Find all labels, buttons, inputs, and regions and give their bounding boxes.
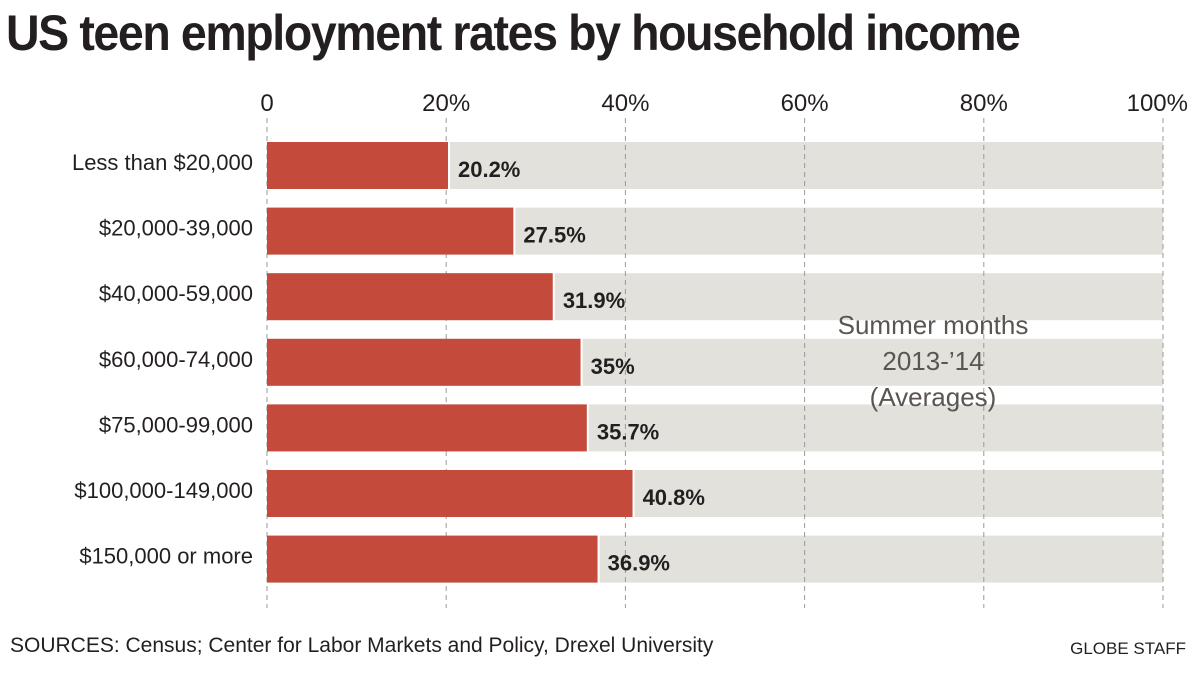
value-label: 36.9%: [608, 551, 670, 576]
bar: [267, 535, 598, 583]
x-tick-label: 40%: [601, 90, 649, 117]
category-label: Less than $20,000: [72, 150, 253, 175]
category-label: $60,000-74,000: [99, 347, 253, 372]
value-label: 35%: [591, 354, 635, 379]
value-label: 31.9%: [563, 288, 625, 313]
value-label: 40.8%: [643, 485, 705, 510]
bars: [267, 142, 635, 583]
x-tick-label: 20%: [422, 90, 470, 117]
annotation: Summer months 2013-’14 (Averages): [838, 310, 1029, 412]
chart-title: US teen employment rates by household in…: [6, 5, 1021, 61]
bar: [267, 142, 448, 189]
x-tick-label: 100%: [1127, 90, 1188, 117]
category-label: $100,000-149,000: [74, 478, 253, 503]
category-label: $20,000-39,000: [99, 216, 253, 241]
value-label: 27.5%: [523, 223, 585, 248]
x-axis-tick-labels: 0 20% 40% 60% 80% 100%: [260, 90, 1188, 117]
bar: [267, 404, 587, 452]
x-tick-label: 80%: [960, 90, 1008, 117]
value-label: 35.7%: [597, 419, 659, 444]
annotation-line: 2013-’14: [882, 346, 983, 376]
category-label: $40,000-59,000: [99, 281, 253, 306]
x-tick-label: 0: [260, 90, 273, 117]
category-label: $75,000-99,000: [99, 412, 253, 437]
bar: [267, 207, 514, 255]
annotation-line: Summer months: [838, 310, 1029, 340]
value-label: 20.2%: [458, 157, 520, 182]
source-note: SOURCES: Census; Center for Labor Market…: [10, 634, 714, 657]
x-tick-label: 60%: [781, 90, 829, 117]
category-labels: Less than $20,000 $20,000-39,000 $40,000-5…: [72, 150, 253, 569]
bar: [267, 273, 553, 321]
category-label: $150,000 or more: [79, 544, 253, 569]
value-labels: 20.2% 27.5% 31.9% 35% 35.7% 40.8% 36.9%: [458, 157, 705, 576]
bar: [267, 338, 581, 386]
credit-label: GLOBE STAFF: [1070, 639, 1186, 658]
bar: [267, 470, 633, 517]
annotation-line: (Averages): [870, 382, 997, 412]
